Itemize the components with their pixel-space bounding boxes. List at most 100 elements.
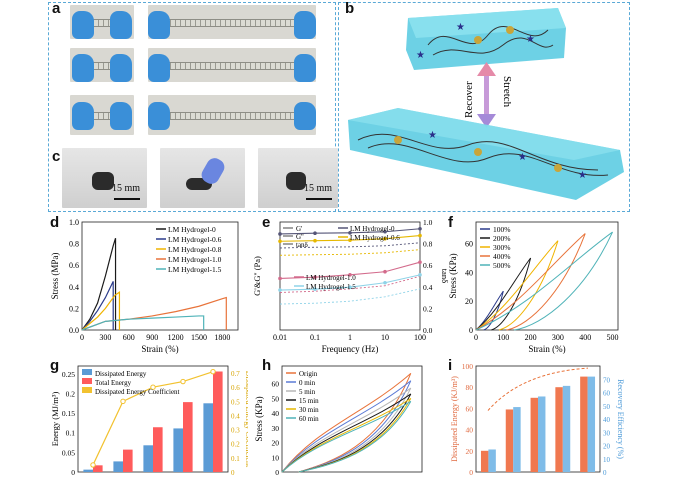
svg-text:★: ★ bbox=[578, 170, 587, 181]
stretch-label: Stretch bbox=[501, 76, 513, 108]
x-tick-label: 300 bbox=[552, 333, 564, 342]
y-tick-label: 0 bbox=[469, 468, 473, 477]
plot-frame bbox=[475, 221, 619, 331]
x-tick-label: 100 bbox=[497, 333, 509, 342]
y-axis-label: Energy (MJ/m³) bbox=[50, 392, 60, 447]
x-tick-label: 1800 bbox=[214, 333, 230, 342]
legend-marker-label: tanδ bbox=[296, 241, 309, 249]
y2-tick-label: 0.8 bbox=[423, 240, 433, 249]
bar bbox=[153, 427, 163, 472]
data-point bbox=[313, 275, 317, 280]
panel-b-frame bbox=[338, 2, 630, 212]
data-point bbox=[278, 232, 282, 236]
legend-label: Total Energy bbox=[95, 379, 132, 387]
y-tick-label: 0.4 bbox=[69, 283, 79, 292]
x-axis-label: Strain (%) bbox=[141, 344, 178, 354]
y2-axis-label: Dissipated Energy Coefficient bbox=[244, 371, 248, 468]
data-point bbox=[383, 280, 387, 285]
y2-tick-label: 10 bbox=[603, 456, 611, 464]
y2-axis-label: Recovery Efficiency (%) bbox=[616, 379, 625, 459]
legend-label: 400% bbox=[493, 252, 511, 261]
x-tick-label: 200 bbox=[525, 333, 537, 342]
loading-curve bbox=[475, 257, 532, 331]
coefficient-point bbox=[120, 398, 126, 405]
plot-frame bbox=[281, 365, 423, 473]
data-point bbox=[348, 238, 352, 243]
bar-recovery bbox=[562, 385, 571, 472]
x-tick-label: 0.1 bbox=[310, 333, 320, 342]
loading-curve bbox=[475, 240, 559, 331]
y-tick-label: 20 bbox=[465, 297, 473, 306]
legend-label: LM Hydrogel-0 bbox=[168, 225, 216, 234]
y-axis-label: Stress (KPa) bbox=[254, 396, 264, 441]
panel-a-label: a bbox=[52, 0, 61, 17]
y2-tick-label: 60 bbox=[603, 390, 611, 398]
legend-label: LM Hydrogel-1.5 bbox=[168, 265, 222, 274]
panel-e-label: e bbox=[262, 214, 271, 231]
x-tick-label: 1200 bbox=[168, 333, 184, 342]
y-tick-label: 0 bbox=[71, 468, 75, 477]
x-axis-label: Strain (%) bbox=[528, 344, 565, 354]
legend-label: 0 min bbox=[299, 379, 316, 387]
y2-axis-label: tanδ bbox=[440, 269, 450, 283]
chart-i-recovery-efficiency: 0 20 40 60 80 100 0 10 20 30 40 50 60 70 Dissipated En… bbox=[450, 362, 625, 477]
data-point bbox=[418, 273, 422, 277]
x-tick-label: 500 bbox=[607, 333, 619, 342]
legend-label: 5 min bbox=[299, 388, 316, 396]
data-point bbox=[418, 226, 422, 231]
y2-tick-label: 0.3 bbox=[231, 427, 240, 435]
y2-tick-label: 0.2 bbox=[423, 304, 433, 313]
photo-a3-left bbox=[70, 95, 134, 135]
y-axis-label: Stress (KPa) bbox=[448, 253, 458, 298]
y-tick-label: 20 bbox=[272, 439, 280, 448]
panel-i-label: i bbox=[448, 357, 453, 374]
y-axis-label: Dissipated Energy (KJ/m³) bbox=[450, 376, 459, 462]
y-tick-label: 50 bbox=[272, 394, 280, 403]
y-tick-label: 60 bbox=[465, 240, 473, 249]
chart-g-energy-bars: 0 0.05 0.1 0.15 0.2 0.25 0 0.1 0.2 0.3 0.4 0.5 0.6 0.… bbox=[50, 365, 248, 477]
y2-tick-label: 0.4 bbox=[423, 283, 433, 292]
recover-label: Recover bbox=[463, 81, 475, 118]
y-tick-label: 60 bbox=[272, 380, 280, 389]
y2-tick-label: 40 bbox=[603, 416, 611, 424]
y-axis-label: G'&G'' (Pa) bbox=[252, 256, 262, 296]
photo-c3: 15 mm bbox=[258, 148, 338, 208]
panel-b-illustration: ★ ★ ★ Recover Stretch ★ ★ ★ bbox=[348, 8, 624, 200]
y2-tick-label: 1.0 bbox=[423, 218, 433, 227]
legend-label: LM Hydrogel-1.5 bbox=[306, 283, 356, 291]
hydrogel-block-relaxed: ★ ★ ★ bbox=[406, 8, 566, 70]
y-tick-label: 10 bbox=[272, 453, 280, 462]
data-point bbox=[383, 229, 387, 234]
legend-label: Origin bbox=[299, 370, 318, 378]
y2-tick-label: 0.0 bbox=[423, 326, 433, 335]
data-point bbox=[313, 287, 317, 291]
panel-b-label: b bbox=[345, 0, 355, 17]
bar bbox=[143, 445, 153, 472]
loading-curve bbox=[281, 400, 412, 473]
y-tick-label: 1.0 bbox=[69, 218, 79, 227]
x-tick-label: 100 bbox=[414, 333, 426, 342]
legend-label: LM Hydrogel-1.0 bbox=[306, 274, 356, 282]
bar-recovery bbox=[488, 449, 496, 472]
bar-recovery bbox=[538, 396, 546, 472]
legend-label: 30 min bbox=[299, 406, 319, 414]
y-tick-label: 0.15 bbox=[62, 409, 75, 418]
y-tick-label: 0 bbox=[275, 468, 279, 477]
coefficient-point bbox=[210, 368, 216, 375]
data-point bbox=[348, 285, 352, 290]
legend-label: Dissipated Energy Coefficient bbox=[95, 388, 180, 396]
photo-c1: 15 mm bbox=[62, 148, 147, 208]
y-tick-label: 0.2 bbox=[66, 389, 76, 398]
panel-f-label: f bbox=[448, 214, 453, 231]
data-point bbox=[348, 231, 352, 235]
y-tick-label: 100 bbox=[462, 362, 474, 371]
data-point bbox=[383, 236, 387, 241]
data-point bbox=[313, 238, 317, 243]
series-line bbox=[81, 281, 114, 331]
x-tick-label: 1 bbox=[348, 333, 352, 342]
legend-swatch bbox=[82, 378, 92, 384]
unloading-curve bbox=[298, 401, 412, 473]
legend-label: LM Hydrogel-0.8 bbox=[168, 245, 222, 254]
